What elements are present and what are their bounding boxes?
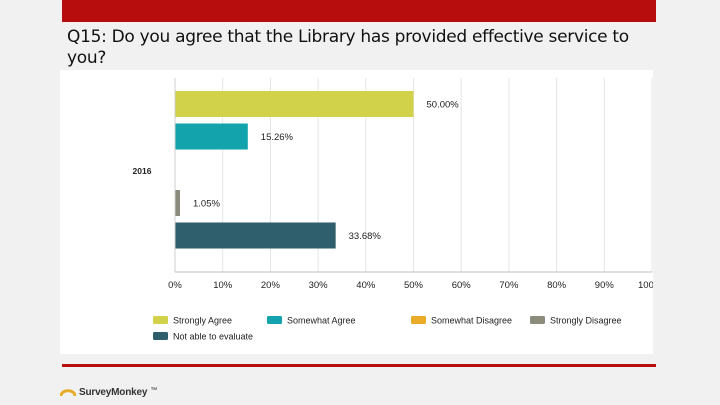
bar-somewhat-agree	[175, 123, 248, 150]
bar-chart: 50.00% 15.26% 1.05% 33.68% 0% 10% 20% 30% 40% 50…	[133, 78, 653, 342]
x-tick-label: 0%	[168, 280, 182, 291]
category-label: 2016	[133, 166, 152, 176]
x-tick-label: 10%	[213, 280, 233, 291]
surveymonkey-logo-icon	[60, 389, 76, 397]
brand-trademark: ™	[150, 386, 157, 394]
bar-not-able-to-evaluate	[175, 222, 336, 249]
footer-accent-rule	[62, 364, 656, 367]
x-tick-label: 60%	[452, 280, 472, 291]
x-tick-label: 30%	[309, 280, 329, 291]
data-label: 33.68%	[349, 231, 382, 242]
chart-legend: Strongly Agree Somewhat Agree Somewhat Dis…	[153, 316, 622, 342]
legend-swatch	[267, 316, 282, 324]
legend-label: Somewhat Disagree	[431, 316, 512, 326]
bar-strongly-agree	[175, 91, 414, 117]
x-tick-label: 20%	[261, 280, 281, 291]
brand-name: SurveyMonkey	[79, 386, 148, 398]
legend-swatch	[530, 316, 545, 324]
x-tick-label: 70%	[499, 280, 519, 291]
x-tick-label: 90%	[595, 280, 615, 291]
chart-bars: 50.00% 15.26% 1.05% 33.68%	[175, 91, 459, 249]
legend-swatch	[153, 316, 168, 324]
chart-axis: 0% 10% 20% 30% 40% 50% 60% 70% 80% 90% 100% 2016	[133, 78, 653, 291]
x-tick-label: 40%	[356, 280, 376, 291]
legend-swatch	[153, 332, 168, 340]
data-label: 50.00%	[427, 100, 460, 111]
chart-panel: 50.00% 15.26% 1.05% 33.68% 0% 10% 20% 30% 40% 50…	[60, 70, 653, 354]
header-accent-bar	[62, 0, 656, 22]
data-label: 1.05%	[193, 199, 220, 210]
bar-strongly-disagree	[175, 190, 181, 216]
legend-label: Strongly Disagree	[550, 316, 622, 326]
brand-logo: SurveyMonkey ™	[60, 384, 157, 400]
x-tick-label: 80%	[547, 280, 567, 291]
x-tick-label: 100%	[638, 280, 653, 291]
x-tick-label: 50%	[404, 280, 424, 291]
data-label: 15.26%	[261, 132, 294, 143]
legend-label: Somewhat Agree	[287, 316, 356, 326]
legend-label: Strongly Agree	[173, 316, 232, 326]
legend-swatch	[411, 316, 426, 324]
legend-label: Not able to evaluate	[173, 332, 253, 342]
slide-title: Q15: Do you agree that the Library has p…	[67, 27, 629, 68]
